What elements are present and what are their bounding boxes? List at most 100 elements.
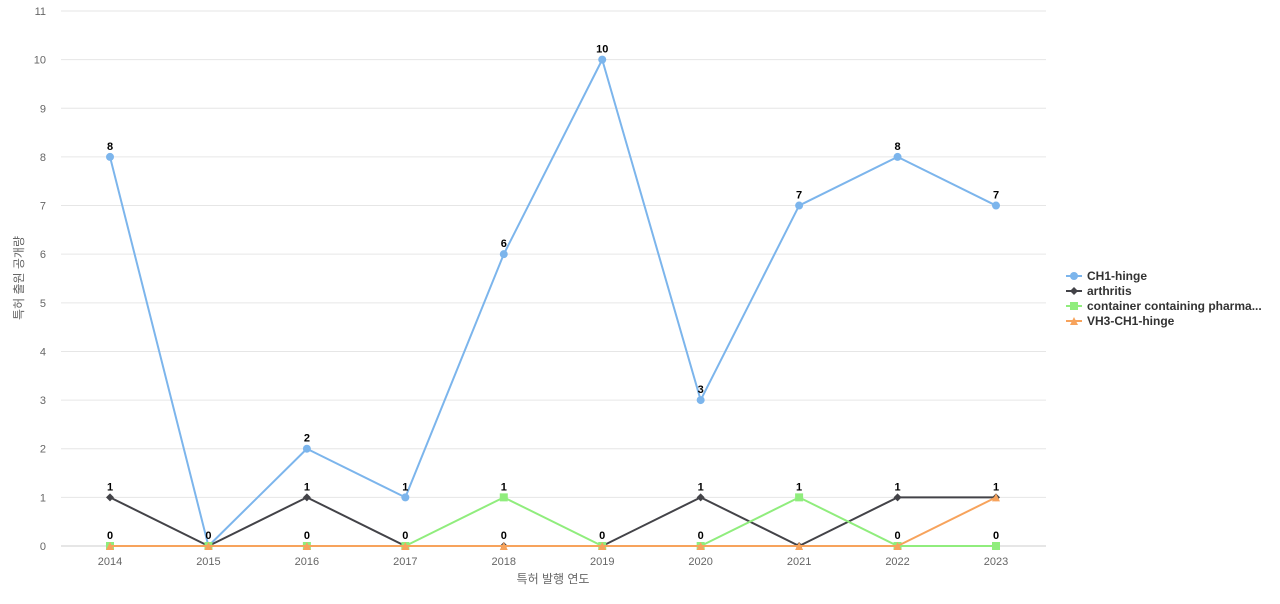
data-label: 1: [107, 481, 113, 493]
data-label: 0: [599, 530, 605, 542]
data-label: 2: [304, 433, 310, 445]
x-tick-label: 2018: [492, 556, 516, 568]
x-tick-label: 2015: [196, 556, 220, 568]
data-label: 1: [402, 481, 408, 493]
data-label: 1: [698, 481, 704, 493]
data-label: 0: [698, 530, 704, 542]
data-point[interactable]: [795, 201, 804, 210]
data-point[interactable]: [893, 493, 902, 502]
data-label: 0: [894, 530, 900, 542]
series-container-containing-pharma: [106, 493, 1000, 550]
legend-marker[interactable]: [1070, 302, 1078, 310]
data-point[interactable]: [499, 542, 508, 550]
y-tick-label: 1: [40, 492, 46, 504]
data-point[interactable]: [106, 493, 114, 502]
data-point[interactable]: [499, 493, 508, 502]
data-point[interactable]: [302, 542, 311, 550]
data-label: 1: [796, 481, 802, 493]
data-point[interactable]: [893, 542, 902, 550]
data-point[interactable]: [106, 152, 114, 161]
data-label: 0: [993, 530, 999, 542]
grid-layer: [61, 10, 1046, 547]
series-line: [109, 496, 997, 547]
data-point[interactable]: [598, 542, 607, 550]
data-label: 0: [205, 530, 211, 542]
data-label: 8: [107, 141, 113, 153]
data-label: 1: [501, 481, 507, 493]
data-point[interactable]: [598, 55, 607, 64]
data-point[interactable]: [795, 542, 804, 550]
x-tick-label: 2020: [688, 556, 712, 568]
series-vh3-ch1-hinge: [106, 493, 1000, 550]
x-tick-label: 2021: [787, 556, 811, 568]
legend-marker[interactable]: [1070, 272, 1078, 280]
legend-label: VH3-CH1-hinge: [1087, 314, 1175, 328]
data-point[interactable]: [696, 493, 705, 502]
data-point[interactable]: [992, 542, 1000, 550]
data-point[interactable]: [795, 493, 804, 502]
y-tick-label: 4: [40, 346, 46, 358]
data-point[interactable]: [204, 542, 213, 550]
data-point[interactable]: [992, 493, 1000, 502]
data-point[interactable]: [401, 542, 410, 550]
x-axis-title: 특허 발행 연도: [517, 571, 590, 586]
data-label: 6: [501, 238, 507, 250]
data-point[interactable]: [499, 250, 508, 259]
legend-marker[interactable]: [1070, 287, 1078, 295]
data-label: 1: [993, 481, 999, 493]
x-tick-label: 2022: [885, 556, 909, 568]
data-point[interactable]: [302, 493, 311, 502]
data-point[interactable]: [696, 396, 705, 405]
data-label: 10: [596, 44, 608, 56]
data-point[interactable]: [992, 201, 1000, 210]
legend-marker[interactable]: [1070, 317, 1078, 325]
data-label: 1: [304, 481, 310, 493]
series-ch1-hinge: [106, 55, 1000, 550]
data-label: 8: [894, 141, 900, 153]
y-tick-label: 5: [40, 298, 46, 310]
data-label: 7: [993, 190, 999, 202]
legend-item-vh3-ch1-hinge[interactable]: VH3-CH1-hinge: [1066, 314, 1175, 328]
y-tick-label: 8: [40, 152, 46, 164]
series-layer: [106, 55, 1000, 550]
y-tick-label: 7: [40, 201, 46, 213]
legend-label: arthritis: [1087, 284, 1132, 298]
data-point[interactable]: [893, 152, 902, 161]
legend-label: CH1-hinge: [1087, 269, 1147, 283]
y-axis-title: 특허 출원 공개량: [12, 236, 26, 320]
series-line: [109, 58, 997, 547]
data-label: 0: [402, 530, 408, 542]
y-tick-label: 0: [40, 541, 46, 553]
y-tick-label: 11: [35, 6, 46, 18]
x-tick-label: 2019: [590, 556, 614, 568]
x-tick-label: 2014: [98, 556, 122, 568]
data-point[interactable]: [696, 542, 705, 550]
data-label: 0: [304, 530, 310, 542]
y-tick-label: 2: [40, 444, 46, 456]
y-tick-label: 9: [40, 103, 46, 115]
data-point[interactable]: [302, 444, 311, 453]
legend-label: container containing pharma...: [1087, 299, 1262, 313]
legend-item-container-containing-pharma[interactable]: container containing pharma...: [1066, 299, 1262, 313]
x-tick-label: 2023: [984, 556, 1008, 568]
y-tick-label: 3: [40, 395, 46, 407]
data-label: 3: [698, 384, 704, 396]
y-tick-label: 10: [34, 55, 46, 67]
x-tick-label: 2017: [393, 556, 417, 568]
y-tick-label: 6: [40, 249, 46, 261]
x-tick-label: 2016: [295, 556, 319, 568]
data-label: 0: [107, 530, 113, 542]
data-label: 0: [501, 530, 507, 542]
data-label: 7: [796, 190, 802, 202]
legend-item-ch1-hinge[interactable]: CH1-hinge: [1066, 269, 1147, 283]
data-point[interactable]: [401, 493, 410, 502]
data-point[interactable]: [106, 542, 114, 550]
data-label: 1: [894, 481, 900, 493]
legend-item-arthritis[interactable]: arthritis: [1066, 284, 1132, 298]
series-line: [109, 496, 997, 547]
